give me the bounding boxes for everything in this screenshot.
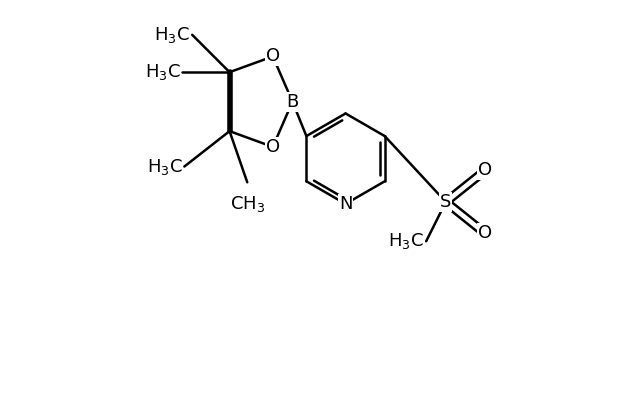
Text: H$_3$C: H$_3$C bbox=[147, 156, 182, 177]
Text: H$_3$C: H$_3$C bbox=[154, 25, 190, 45]
Text: H$_3$C: H$_3$C bbox=[145, 62, 180, 82]
Text: O: O bbox=[478, 225, 492, 242]
Text: O: O bbox=[266, 138, 280, 156]
Text: H$_3$C: H$_3$C bbox=[388, 231, 424, 251]
Text: CH$_3$: CH$_3$ bbox=[230, 194, 265, 214]
Text: N: N bbox=[339, 195, 352, 213]
Text: O: O bbox=[478, 162, 492, 179]
Text: B: B bbox=[286, 93, 299, 110]
Text: S: S bbox=[440, 193, 451, 211]
Text: O: O bbox=[266, 48, 280, 65]
